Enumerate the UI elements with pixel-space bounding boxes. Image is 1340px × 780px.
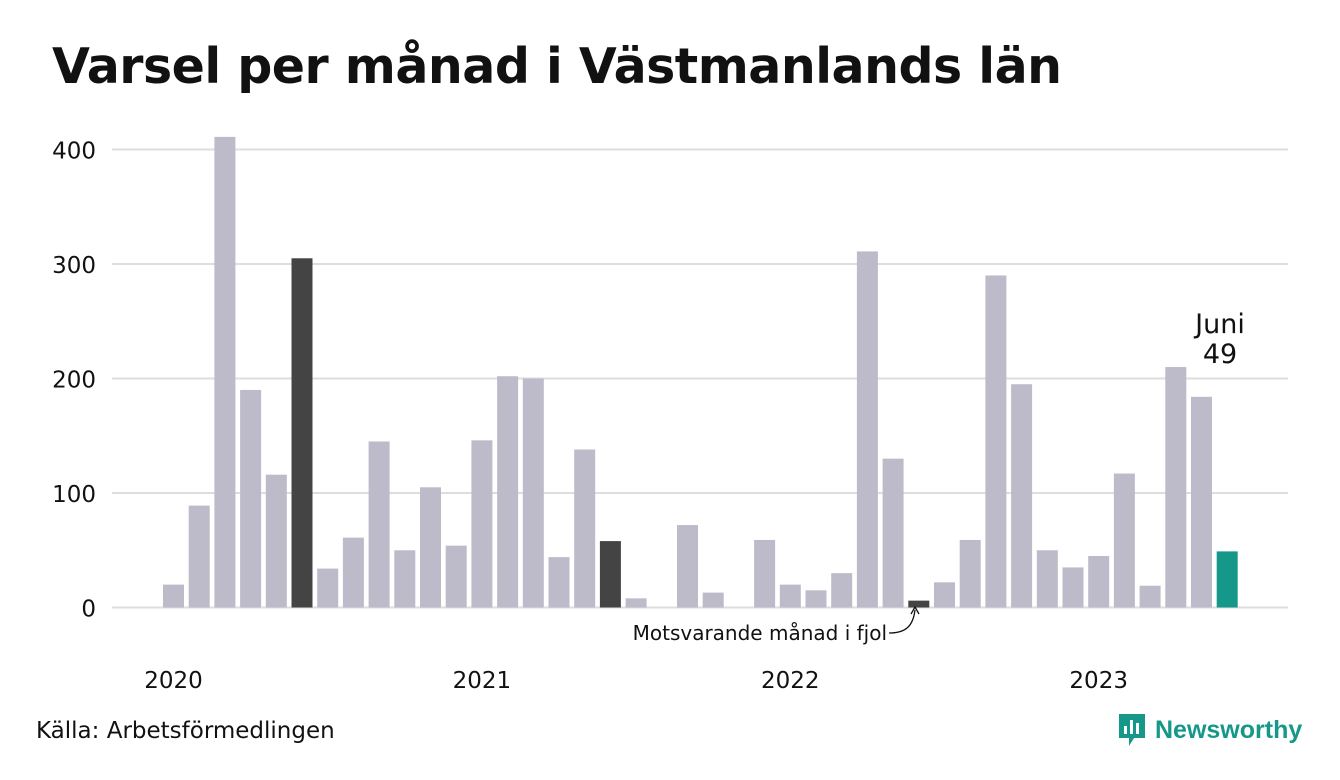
y-axis-ticks: 0 100 200 300 400: [52, 139, 96, 623]
bar: [1088, 555, 1110, 608]
bars: [163, 136, 1238, 608]
bar: [265, 474, 287, 608]
bar: [805, 590, 827, 608]
bar: [934, 582, 955, 608]
source-note: Källa: Arbetsförmedlingen: [36, 718, 335, 744]
bar: [779, 584, 801, 608]
x-year-label: 2021: [453, 668, 512, 694]
bar: [188, 505, 210, 608]
x-axis-year-labels: 2020 2021 2022 2023: [144, 668, 1128, 694]
bar: [1165, 367, 1187, 608]
same-month-last-year-note: Motsvarande månad i fjol: [633, 621, 887, 645]
bar: [625, 598, 647, 608]
bar: [985, 275, 1007, 608]
y-tick-label: 300: [52, 253, 96, 279]
bar: [548, 557, 570, 608]
same-month-note-arrow: [888, 609, 916, 634]
bar: [1036, 550, 1058, 608]
annotations: Juni 49 Motsvarande månad i fjol: [633, 309, 1245, 645]
bar: [1011, 384, 1033, 608]
bar: [471, 440, 493, 608]
bar: [163, 584, 184, 608]
current-month-label: Juni: [1193, 309, 1245, 340]
current-month-value: 49: [1203, 339, 1237, 370]
y-tick-label: 400: [52, 139, 96, 165]
bar: [702, 592, 724, 608]
bar-current-month: [1216, 551, 1238, 608]
bar: [240, 389, 262, 608]
bar: [882, 458, 904, 608]
bar: [856, 251, 878, 608]
bar: [317, 568, 339, 608]
bar: [1139, 585, 1161, 608]
bar: [1062, 567, 1084, 608]
newsworthy-logo-icon: [1119, 714, 1145, 746]
bar: [368, 441, 390, 608]
bar-same-month: [291, 258, 313, 608]
bar: [1113, 473, 1135, 608]
newsworthy-logo-text: Newsworthy: [1155, 715, 1303, 744]
bar: [831, 573, 853, 608]
same-month-note-arrowhead: [910, 605, 920, 615]
bar-chart: 0 100 200 300 400 2020 2021 2022 2023 Juni 49 M…: [52, 136, 1288, 694]
bar-same-month: [908, 600, 930, 608]
y-tick-label: 100: [52, 482, 96, 508]
bar: [497, 376, 519, 608]
bar: [1191, 396, 1212, 608]
bar: [394, 550, 416, 608]
bar: [754, 539, 776, 608]
y-tick-label: 0: [81, 597, 96, 623]
bar-same-month: [599, 541, 621, 608]
y-tick-label: 200: [52, 368, 96, 394]
gridlines: [112, 148, 1288, 609]
bar: [342, 537, 364, 608]
x-year-label: 2023: [1069, 668, 1128, 694]
bar: [445, 545, 467, 608]
bar: [214, 136, 236, 608]
newsworthy-logo: Newsworthy: [1117, 712, 1302, 748]
x-year-label: 2022: [761, 668, 820, 694]
x-year-label: 2020: [144, 668, 203, 694]
bar: [574, 449, 596, 608]
bar: [959, 539, 981, 608]
bar: [522, 378, 544, 608]
bar: [420, 487, 441, 608]
chart-title: Varsel per månad i Västmanlands län: [52, 38, 1062, 95]
bar: [677, 525, 698, 608]
